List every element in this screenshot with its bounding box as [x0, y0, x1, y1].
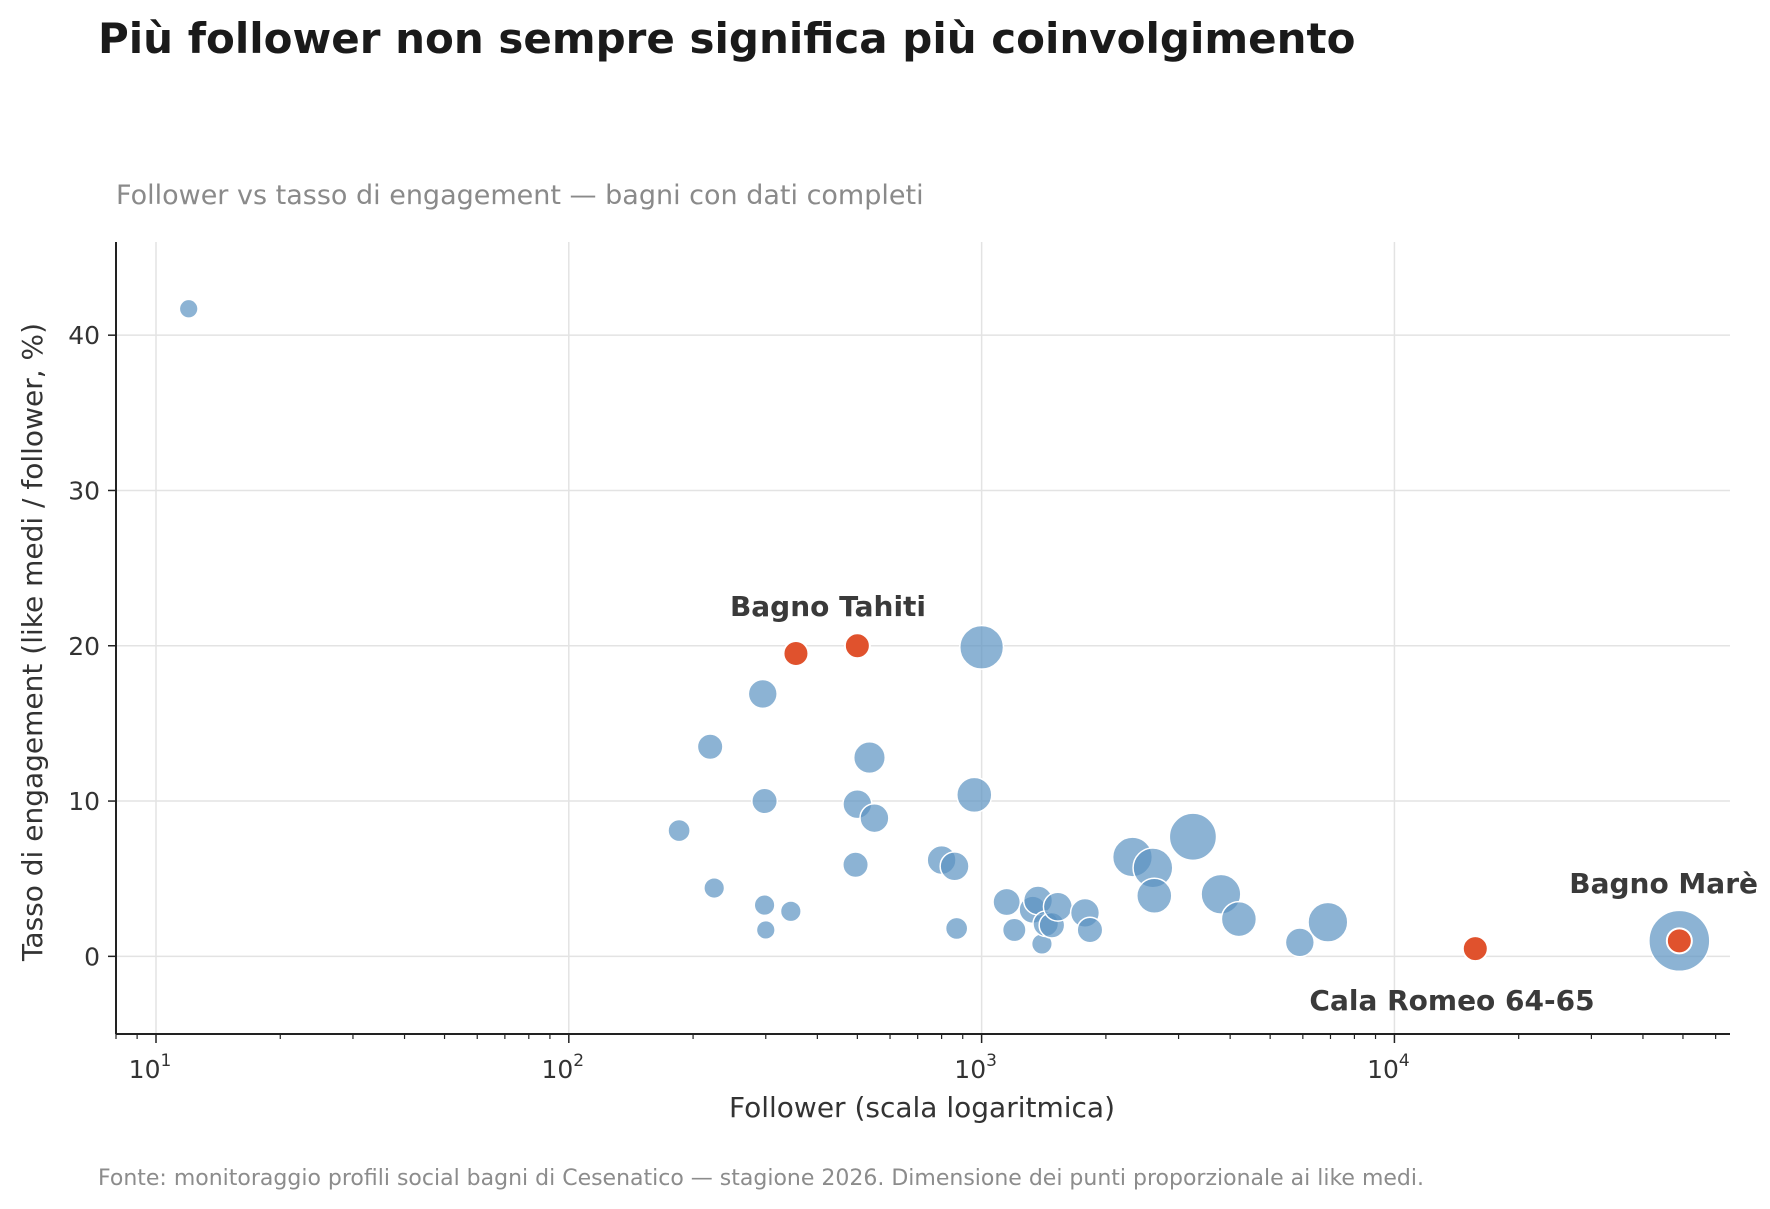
data-point [992, 887, 1022, 917]
data-point [1076, 916, 1104, 944]
x-tick-label: 103 [954, 1051, 997, 1084]
highlight-point [1665, 927, 1693, 955]
highlight-points [782, 632, 1693, 963]
data-points [178, 298, 1711, 973]
grid-lines [116, 242, 1730, 1034]
data-point [939, 851, 970, 882]
data-point [755, 919, 776, 941]
data-point [753, 894, 776, 917]
y-axis-label: Tasso di engagement (like medi / followe… [16, 323, 49, 962]
data-point [703, 876, 726, 900]
y-tick-label: 40 [68, 321, 100, 350]
scatter-chart: 0 10 20 30 40 101 102 103 104 Bagno Tahiti Cala R… [16, 242, 1758, 1124]
source-footnote: Fonte: monitoraggio profili social bagni… [98, 1166, 1424, 1191]
data-point [852, 741, 887, 775]
data-point [696, 733, 724, 761]
y-tick-label: 20 [68, 632, 100, 661]
data-point [667, 818, 691, 843]
data-point [178, 298, 199, 319]
data-point [1042, 891, 1074, 922]
point-label: Cala Romeo 64-65 [1309, 984, 1594, 1017]
data-point [1307, 901, 1349, 943]
y-tick-label: 30 [68, 476, 100, 505]
chart-title: Più follower non sempre significa più co… [98, 14, 1356, 63]
data-point [959, 624, 1005, 670]
data-point [1168, 812, 1218, 862]
data-point [779, 900, 802, 923]
x-tick-label: 101 [129, 1051, 172, 1084]
point-label: Bagno Tahiti [730, 590, 926, 623]
y-tick-label: 10 [68, 787, 100, 816]
data-point [956, 776, 993, 814]
highlight-point [782, 640, 810, 668]
point-labels: Bagno Tahiti Cala Romeo 64-65 Bagno Marè [730, 590, 1758, 1017]
data-point [1284, 927, 1316, 958]
tick-labels: 0 10 20 30 40 101 102 103 104 [68, 321, 1410, 1084]
data-point [1001, 917, 1027, 943]
x-tick-label: 102 [541, 1051, 584, 1084]
y-tick-label: 0 [84, 942, 100, 971]
data-point [1136, 877, 1173, 915]
data-point [842, 851, 870, 879]
data-point [944, 916, 969, 941]
axes [108, 242, 1730, 1043]
point-label: Bagno Marè [1569, 867, 1758, 900]
data-point [747, 678, 778, 710]
x-axis-label: Follower (scala logaritmica) [729, 1091, 1115, 1124]
data-point [859, 802, 890, 834]
data-point [1220, 900, 1258, 938]
highlight-point [1461, 935, 1489, 963]
data-point [751, 787, 779, 815]
x-tick-label: 104 [1367, 1051, 1410, 1084]
highlight-point [843, 632, 871, 660]
chart-subtitle: Follower vs tasso di engagement — bagni … [116, 180, 924, 211]
